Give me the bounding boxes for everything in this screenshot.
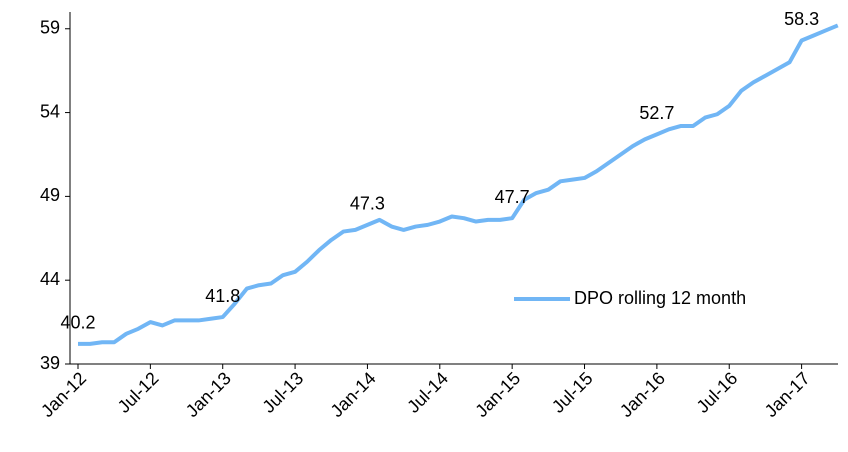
x-tick-label: Jan-15: [471, 368, 524, 421]
y-tick-label: 54: [40, 101, 60, 121]
legend-label: DPO rolling 12 month: [574, 288, 746, 308]
x-tick-label: Jan-12: [37, 368, 90, 421]
x-tick-label: Jan-14: [327, 368, 380, 421]
x-tick-label: Jul-12: [114, 368, 163, 417]
data-label: 47.3: [350, 194, 385, 214]
line: [78, 23, 839, 346]
y-tick-label: 44: [40, 269, 60, 289]
data-label: 58.3: [784, 9, 819, 29]
data-label: 40.2: [60, 313, 95, 333]
x-tick-label: Jul-16: [693, 368, 742, 417]
x-tick-label: Jul-14: [403, 368, 452, 417]
x-tick-label: Jul-15: [548, 368, 597, 417]
y-tick-label: 39: [40, 353, 60, 373]
data-label: 47.7: [495, 187, 530, 207]
y-tick-label: 59: [40, 18, 60, 38]
x-tick-label: Jul-13: [258, 368, 307, 417]
data-label: 41.8: [205, 286, 240, 306]
x-tick-label: Jan-17: [761, 368, 814, 421]
x-tick-label: Jan-13: [182, 368, 235, 421]
y-tick-label: 49: [40, 185, 60, 205]
x-tick-label: Jan-16: [616, 368, 669, 421]
data-label: 52.7: [639, 103, 674, 123]
